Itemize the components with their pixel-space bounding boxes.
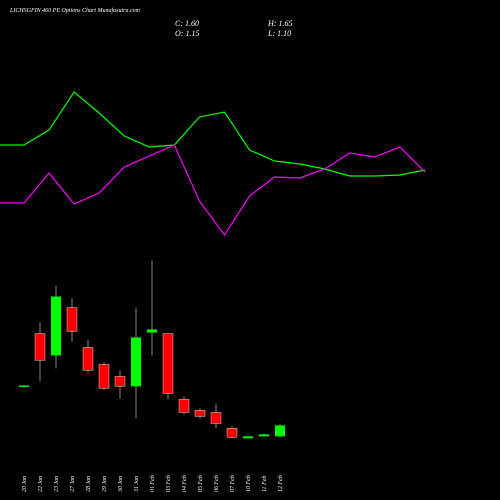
x-tick-label: 11 Feb (262, 476, 268, 492)
x-tick-label: 23 Jan (54, 476, 60, 492)
candle-body (147, 329, 157, 333)
stat-low: L: 1.10 (267, 29, 291, 38)
candle-body (19, 385, 29, 387)
x-tick-label: 22 Jan (38, 476, 44, 492)
stat-close: C: 1.60 (175, 19, 199, 28)
x-tick-label: 28 Jan (86, 476, 92, 492)
x-tick-label: 12 Feb (278, 475, 284, 492)
candle-body (114, 376, 126, 387)
x-tick-label: 29 Jan (102, 476, 108, 492)
x-tick-label: 10 Feb (246, 475, 252, 492)
candle-body (210, 412, 222, 424)
x-tick-label: 03 Feb (166, 475, 172, 492)
x-tick-label: 04 Feb (181, 475, 188, 492)
candle-body (275, 425, 285, 437)
indicator-line (0, 144, 426, 237)
candle-body (51, 296, 61, 356)
stat-open: O: 1.15 (175, 29, 199, 38)
x-tick-label: 07 Feb (230, 475, 236, 492)
x-tick-label: 30 Jan (118, 476, 124, 493)
candle-body (162, 333, 174, 394)
candle-body (34, 333, 46, 361)
candle-body (226, 428, 238, 438)
candle-body (194, 410, 206, 417)
candle-body (82, 347, 94, 371)
indicator-line (0, 91, 426, 177)
x-tick-label: 27 Jan (70, 476, 76, 492)
candle-body (98, 364, 110, 389)
candle-body (131, 337, 141, 387)
chart-title: LICHSGFIN 460 PE Options Chart Munafasut… (9, 7, 141, 14)
x-tick-label: 20 Jan (22, 476, 28, 492)
candle-body (259, 434, 269, 437)
candle-body (178, 399, 190, 413)
x-tick-label: 05 Feb (198, 475, 204, 492)
x-tick-label: 31 Jan (134, 476, 140, 493)
candle-body (243, 436, 253, 439)
stat-high: H: 1.65 (267, 19, 292, 28)
candle-body (66, 307, 78, 332)
x-tick-label: 06 Feb (214, 475, 220, 492)
x-tick-label: 01 Feb (150, 475, 156, 492)
